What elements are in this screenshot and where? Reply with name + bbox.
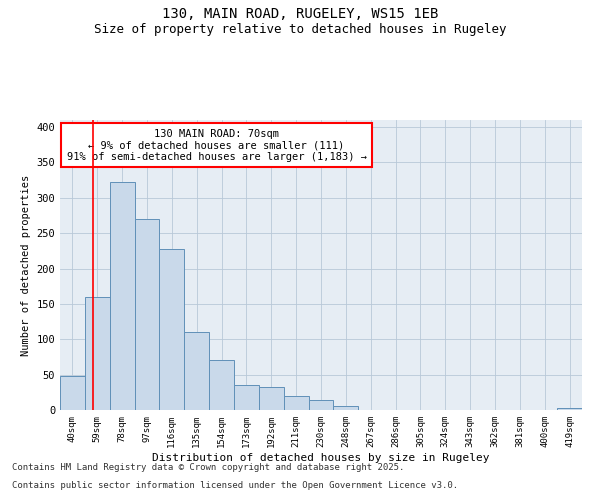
Text: Contains public sector information licensed under the Open Government Licence v3: Contains public sector information licen… xyxy=(12,481,458,490)
Bar xyxy=(259,388,284,410)
Text: Size of property relative to detached houses in Rugeley: Size of property relative to detached ho… xyxy=(94,22,506,36)
Y-axis label: Number of detached properties: Number of detached properties xyxy=(21,174,31,356)
Text: 130 MAIN ROAD: 70sqm
← 9% of detached houses are smaller (111)
91% of semi-detac: 130 MAIN ROAD: 70sqm ← 9% of detached ho… xyxy=(67,128,367,162)
Bar xyxy=(110,182,134,410)
Bar xyxy=(557,408,582,410)
Text: 130, MAIN ROAD, RUGELEY, WS15 1EB: 130, MAIN ROAD, RUGELEY, WS15 1EB xyxy=(162,8,438,22)
Bar xyxy=(209,360,234,410)
X-axis label: Distribution of detached houses by size in Rugeley: Distribution of detached houses by size … xyxy=(152,452,490,462)
Bar xyxy=(60,376,85,410)
Bar xyxy=(234,385,259,410)
Bar xyxy=(308,400,334,410)
Bar xyxy=(134,219,160,410)
Bar xyxy=(334,406,358,410)
Bar xyxy=(184,332,209,410)
Text: Contains HM Land Registry data © Crown copyright and database right 2025.: Contains HM Land Registry data © Crown c… xyxy=(12,464,404,472)
Bar xyxy=(160,248,184,410)
Bar xyxy=(85,297,110,410)
Bar xyxy=(284,396,308,410)
